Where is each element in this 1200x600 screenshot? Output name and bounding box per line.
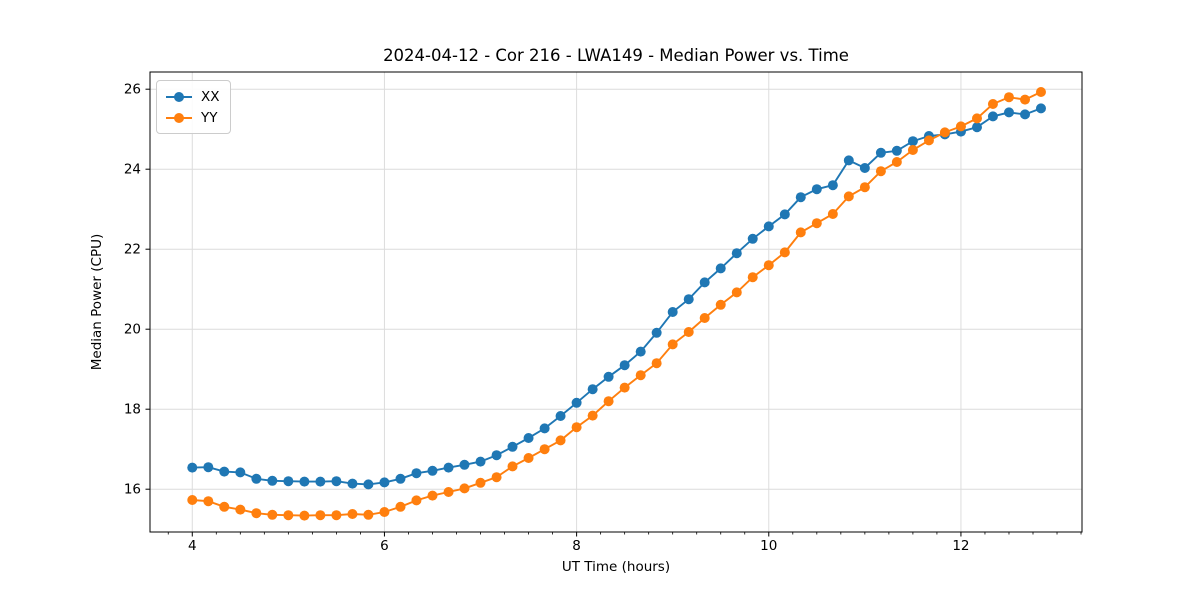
svg-text:22: 22 xyxy=(124,242,141,258)
legend: XX YY xyxy=(156,80,231,134)
chart-title: 2024-04-12 - Cor 216 - LWA149 - Median P… xyxy=(383,46,849,65)
legend-item-xx: XX xyxy=(164,86,220,107)
yy-line-sample-icon xyxy=(166,112,192,123)
svg-text:24: 24 xyxy=(124,162,141,178)
svg-text:8: 8 xyxy=(572,538,581,554)
svg-text:26: 26 xyxy=(124,82,141,98)
svg-text:6: 6 xyxy=(380,538,389,554)
legend-item-yy: YY xyxy=(164,107,220,128)
legend-label-yy: YY xyxy=(201,109,218,126)
svg-text:16: 16 xyxy=(124,482,141,498)
x-axis-label: UT Time (hours) xyxy=(561,559,671,575)
svg-text:12: 12 xyxy=(952,538,969,554)
y-axis-label: Median Power (CPU) xyxy=(89,233,105,371)
svg-text:4: 4 xyxy=(188,538,197,554)
svg-text:18: 18 xyxy=(124,402,141,418)
legend-label-xx: XX xyxy=(201,88,220,105)
svg-text:20: 20 xyxy=(124,322,141,338)
xx-line-sample-icon xyxy=(166,91,192,102)
svg-text:10: 10 xyxy=(760,538,777,554)
